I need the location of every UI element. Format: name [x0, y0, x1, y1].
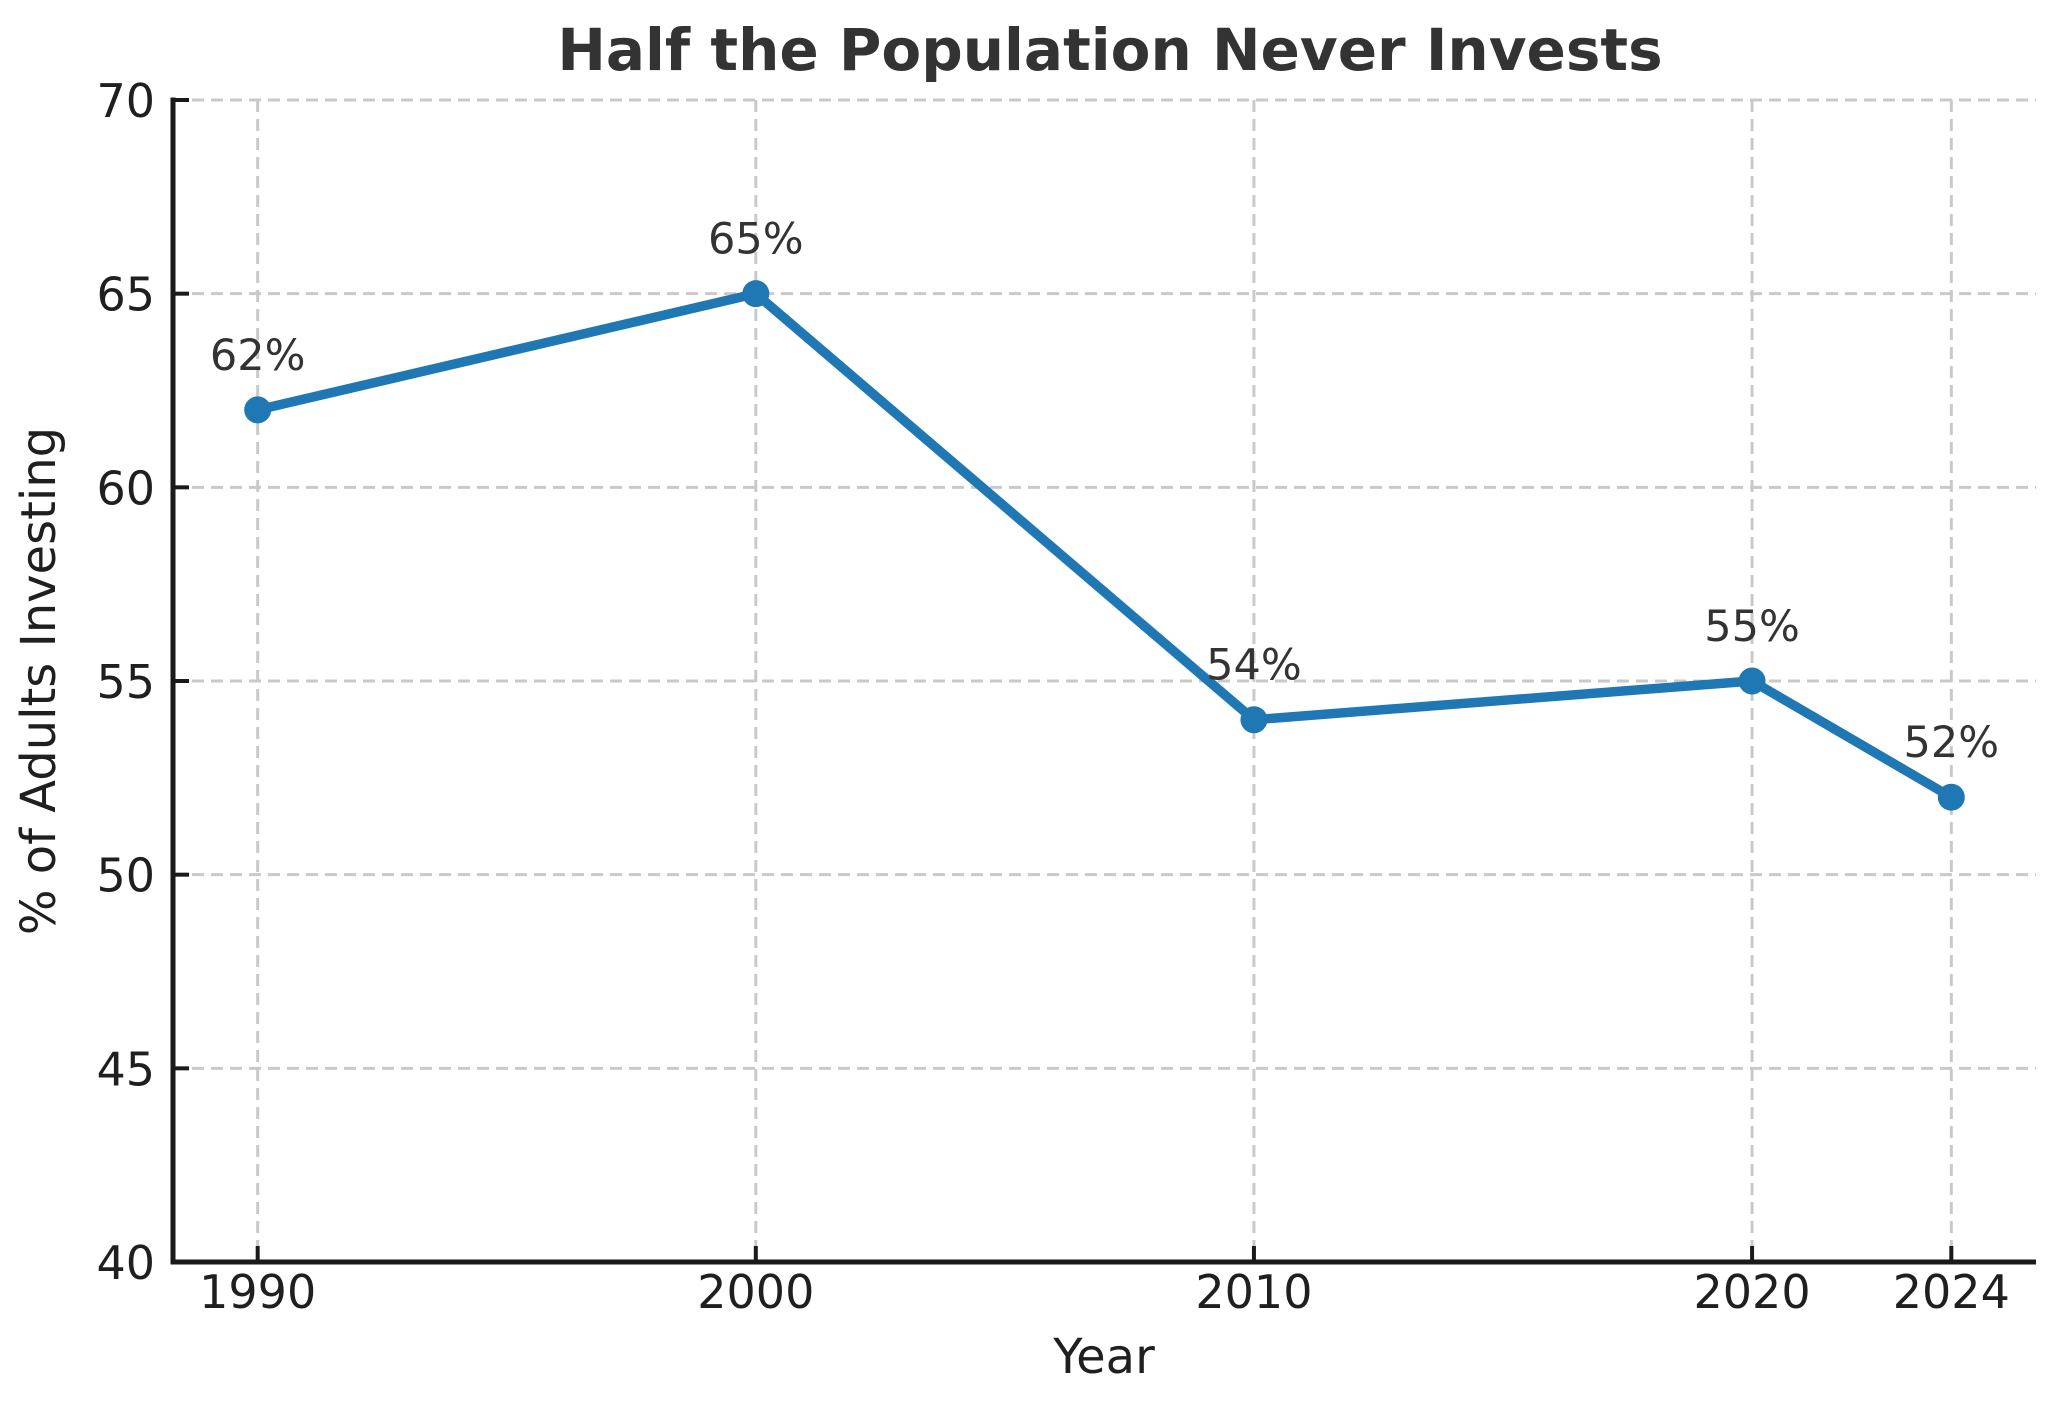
data-marker — [1937, 783, 1965, 811]
y-tick-label: 45 — [96, 1042, 155, 1096]
data-markers — [244, 280, 1965, 811]
x-tick-label: 1990 — [199, 1265, 316, 1319]
x-tick-labels: 1990 2000 2010 2020 2024 — [199, 1265, 2010, 1319]
y-tick-label: 60 — [96, 461, 155, 515]
point-annotation: 62% — [210, 331, 306, 381]
point-annotation: 65% — [708, 215, 804, 265]
data-marker — [244, 396, 272, 424]
x-tick-label: 2020 — [1694, 1265, 1811, 1319]
data-marker — [742, 280, 770, 308]
axis-ticks — [173, 98, 1954, 1264]
data-marker — [1240, 706, 1268, 734]
data-marker — [1738, 667, 1766, 695]
y-tick-label: 65 — [96, 268, 155, 322]
y-tick-label: 70 — [96, 74, 155, 128]
y-axis-label: % of Adults Investing — [11, 427, 67, 935]
y-tick-label: 40 — [96, 1236, 155, 1290]
data-line — [252, 288, 1957, 802]
x-tick-label: 2024 — [1893, 1265, 2010, 1319]
y-tick-label: 55 — [96, 655, 155, 709]
y-tick-label: 50 — [96, 849, 155, 903]
point-annotations: 62% 65% 54% 55% 52% — [210, 215, 1999, 769]
x-axis-label: Year — [1052, 1329, 1155, 1385]
x-tick-label: 2000 — [697, 1265, 814, 1319]
point-annotation: 55% — [1704, 602, 1800, 652]
y-tick-labels: 40 45 50 55 60 65 70 — [96, 74, 155, 1290]
chart-title: Half the Population Never Invests — [557, 16, 1662, 84]
x-tick-label: 2010 — [1195, 1265, 1312, 1319]
point-annotation: 52% — [1904, 718, 2000, 768]
point-annotation: 54% — [1206, 641, 1302, 691]
